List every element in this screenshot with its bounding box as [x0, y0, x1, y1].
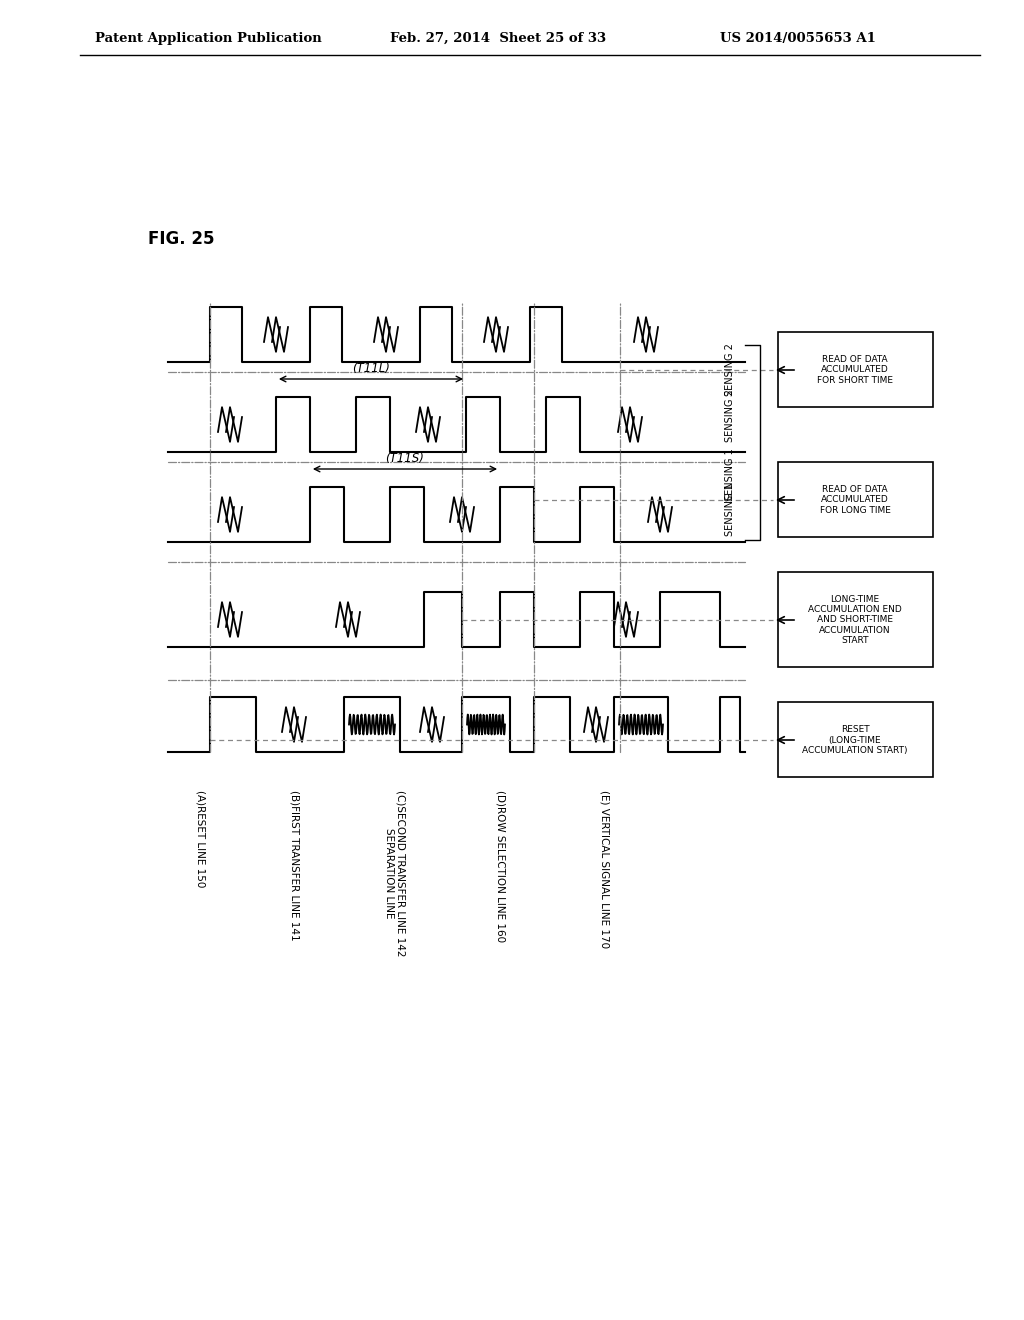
Text: SENSING 2: SENSING 2: [725, 343, 735, 396]
Text: (D)ROW SELECTION LINE 160: (D)ROW SELECTION LINE 160: [495, 789, 505, 942]
Text: RESET
(LONG-TIME
ACCUMULATION START): RESET (LONG-TIME ACCUMULATION START): [802, 725, 907, 755]
Text: SENSING 1: SENSING 1: [725, 483, 735, 536]
Text: FIG. 25: FIG. 25: [148, 230, 214, 248]
Text: (A)RESET LINE 150: (A)RESET LINE 150: [195, 789, 205, 887]
Text: Patent Application Publication: Patent Application Publication: [95, 32, 322, 45]
Text: US 2014/0055653 A1: US 2014/0055653 A1: [720, 32, 876, 45]
Text: (E) VERTICAL SIGNAL LINE 170: (E) VERTICAL SIGNAL LINE 170: [600, 789, 610, 948]
FancyBboxPatch shape: [778, 702, 933, 777]
Text: LONG-TIME
ACCUMULATION END
AND SHORT-TIME
ACCUMULATION
START: LONG-TIME ACCUMULATION END AND SHORT-TIM…: [808, 595, 902, 645]
Text: (T11S): (T11S): [386, 451, 424, 465]
FancyBboxPatch shape: [778, 462, 933, 537]
Text: READ OF DATA
ACCUMULATED
FOR SHORT TIME: READ OF DATA ACCUMULATED FOR SHORT TIME: [817, 355, 893, 385]
Text: Feb. 27, 2014  Sheet 25 of 33: Feb. 27, 2014 Sheet 25 of 33: [390, 32, 606, 45]
Text: SENSING 1  SENSING 2: SENSING 1 SENSING 2: [725, 389, 735, 500]
Text: (T11L): (T11L): [352, 362, 390, 375]
FancyBboxPatch shape: [778, 572, 933, 667]
Text: READ OF DATA
ACCUMULATED
FOR LONG TIME: READ OF DATA ACCUMULATED FOR LONG TIME: [819, 486, 891, 515]
Text: (B)FIRST TRANSFER LINE 141: (B)FIRST TRANSFER LINE 141: [290, 789, 300, 941]
FancyBboxPatch shape: [778, 333, 933, 407]
Text: (C)SECOND TRANSFER LINE 142
SEPARATION LINE: (C)SECOND TRANSFER LINE 142 SEPARATION L…: [384, 789, 406, 957]
